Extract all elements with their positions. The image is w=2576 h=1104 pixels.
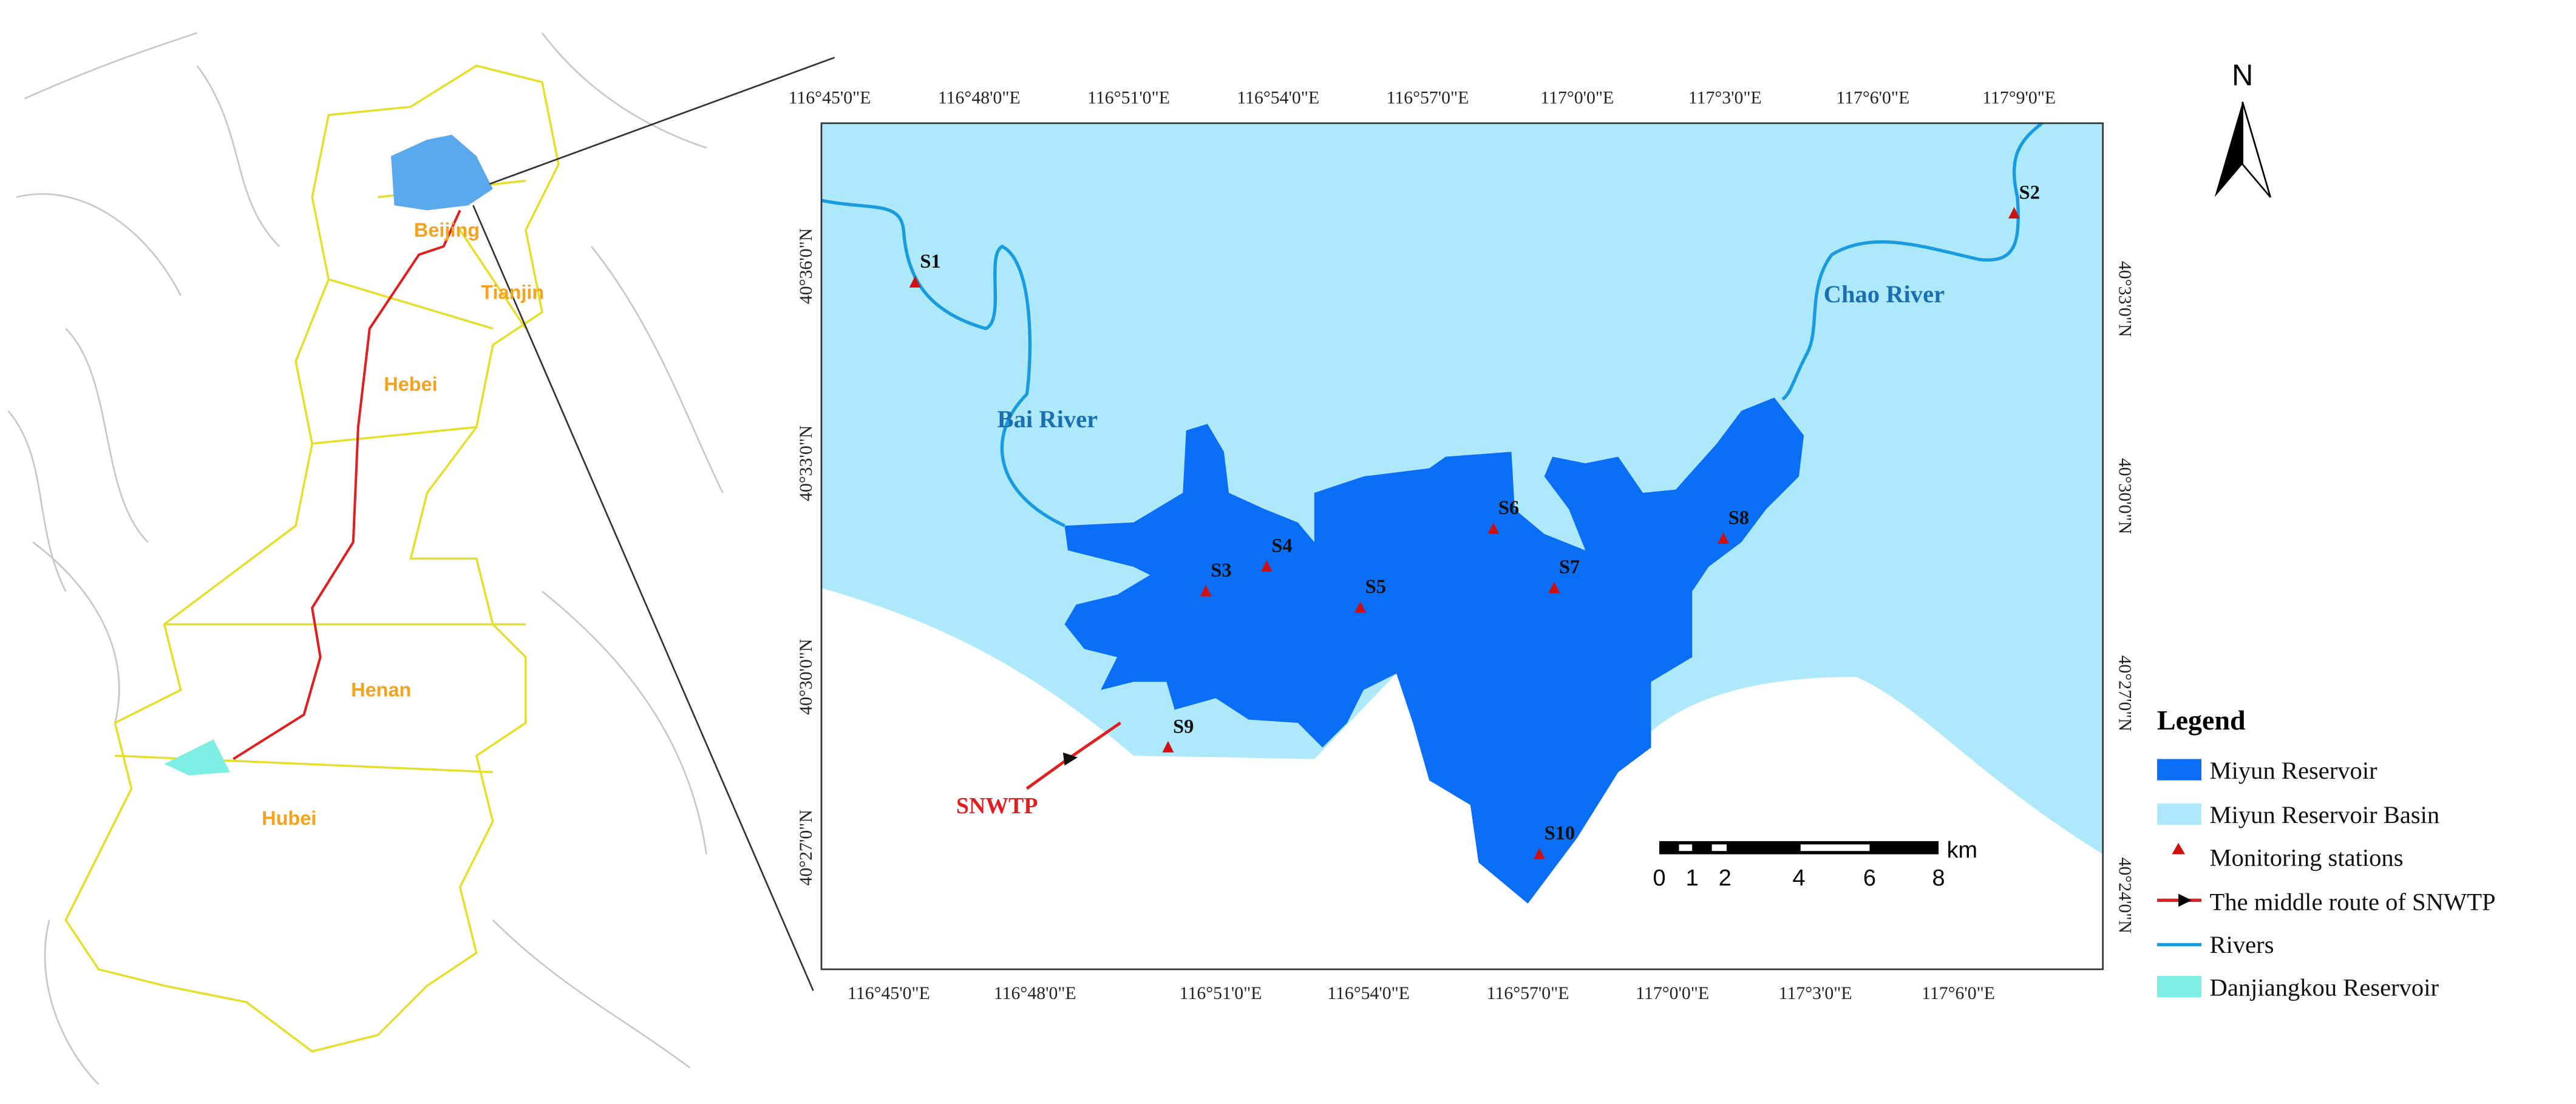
route-arrow [1062, 752, 1078, 766]
legend-swatch [2172, 842, 2185, 855]
province-label: Hebei [384, 373, 437, 395]
scale-bar-body [1659, 841, 1939, 855]
left-coordinate-label: 40°30'0"N [796, 639, 816, 715]
map-frame [820, 122, 2104, 970]
station-label: S7 [1559, 557, 1580, 578]
scale-label: 6 [1863, 865, 1876, 891]
right-coordinate-label: 40°33'0"N [2115, 261, 2135, 337]
station-label: S5 [1365, 576, 1386, 598]
station-label: S2 [2019, 182, 2040, 204]
bottom-coordinate-label: 117°0'0"E [1636, 983, 1709, 1003]
chao-river [1781, 121, 2044, 401]
danjiangkou-patch [164, 739, 230, 776]
left-coordinate-label: 40°36'0"N [796, 228, 816, 304]
top-coordinate-label: 117°9'0"E [1982, 88, 2056, 108]
top-coordinate-label: 116°45'0"E [789, 88, 871, 108]
left-coordinate-label: 40°27'0"N [796, 810, 816, 886]
scale-label: 2 [1719, 865, 1731, 891]
legend-label: Miyun Reservoir Basin [2210, 801, 2440, 828]
legend: Legend [2156, 705, 2246, 998]
north-label: N [2232, 59, 2253, 92]
province-label: Hubei [262, 807, 316, 829]
station-marker [1534, 847, 1545, 859]
station-marker [1548, 581, 1560, 594]
legend-label: Danjiangkou Reservoir [2210, 974, 2439, 1001]
top-coordinate-label: 117°0'0"E [1540, 88, 1614, 108]
province-label: Beijing [414, 219, 480, 241]
station-label: S1 [920, 251, 940, 273]
top-coordinate-label: 116°51'0"E [1087, 88, 1170, 108]
scale-bar-segment [1679, 844, 1693, 852]
scale-bar-segment [1711, 844, 1727, 852]
legend-label: Miyun Reservoir [2210, 757, 2378, 784]
province-label: Henan [351, 679, 411, 701]
legend-swatch [2156, 759, 2202, 781]
bottom-coordinate-label: 116°45'0"E [848, 983, 930, 1003]
reservoir [1064, 398, 1804, 904]
bottom-coordinate-label: 116°54'0"E [1327, 983, 1410, 1003]
station-marker [1718, 532, 1730, 544]
bottom-coordinate-label: 117°3'0"E [1779, 983, 1852, 1003]
scale-label: 0 [1653, 865, 1666, 891]
legend-label: Rivers [2210, 931, 2274, 958]
station-marker [1354, 601, 1367, 613]
station-label: S3 [1211, 560, 1231, 581]
top-coordinate-label: 117°6'0"E [1836, 88, 1909, 108]
legend-swatch [2178, 893, 2192, 907]
station-marker [1200, 584, 1212, 597]
station-label: S8 [1728, 507, 1749, 529]
station-label: S6 [1498, 497, 1519, 519]
legend-swatch [2156, 975, 2202, 998]
detail-map [820, 121, 2104, 970]
overview-map [7, 32, 835, 1085]
station-marker [1162, 740, 1174, 753]
scale-unit: km [1947, 838, 1977, 863]
background-boundaries [7, 32, 724, 1085]
route-overview [233, 209, 461, 760]
station-label: S10 [1545, 822, 1575, 844]
station-label: S4 [1271, 535, 1292, 557]
station-marker [1260, 560, 1273, 572]
station-marker [2008, 207, 2020, 219]
top-coordinate-label: 116°54'0"E [1237, 88, 1319, 108]
river-label: Bai River [997, 405, 1098, 433]
bottom-coordinate-label: 116°48'0"E [994, 983, 1076, 1003]
station-marker [1487, 522, 1500, 534]
zoom-lines [472, 56, 835, 991]
province-label: Tianjin [481, 282, 544, 303]
north-arrow-right [2241, 101, 2271, 198]
top-coordinate-label: 116°57'0"E [1387, 88, 1469, 108]
station-marker [909, 276, 921, 288]
scale-label: 8 [1932, 865, 1945, 891]
bottom-coordinate-label: 116°51'0"E [1180, 983, 1262, 1003]
scale-bar-segment [1800, 844, 1870, 852]
legend-label: The middle route of SNWTP [2210, 889, 2496, 916]
scale-label: 4 [1793, 865, 1806, 891]
bai-river [821, 198, 1065, 527]
right-coordinate-label: 40°30'0"N [2115, 458, 2135, 534]
scale-bar [1659, 841, 1939, 855]
bottom-coordinate-label: 116°57'0"E [1487, 983, 1569, 1003]
top-coordinate-label: 117°3'0"E [1688, 88, 1762, 108]
route-label: SNWTP [956, 793, 1038, 819]
top-coordinate-label: 116°48'0"E [938, 88, 1021, 108]
station-label: S9 [1173, 716, 1194, 737]
river-label: Chao River [1824, 280, 1945, 308]
scale-label: 1 [1686, 865, 1699, 891]
legend-title: Legend [2157, 705, 2246, 736]
right-coordinate-label: 40°27'0"N [2115, 655, 2135, 731]
north-arrow-left [2214, 101, 2243, 197]
legend-swatch [2156, 803, 2202, 825]
bottom-coordinate-label: 117°6'0"E [1922, 983, 1995, 1003]
left-coordinate-label: 40°33'0"N [796, 425, 816, 501]
legend-label: Monitoring stations [2210, 844, 2404, 872]
basin-patch [391, 134, 493, 211]
province-boundaries [64, 64, 560, 1053]
right-coordinate-label: 40°24'0"N [2115, 858, 2135, 933]
